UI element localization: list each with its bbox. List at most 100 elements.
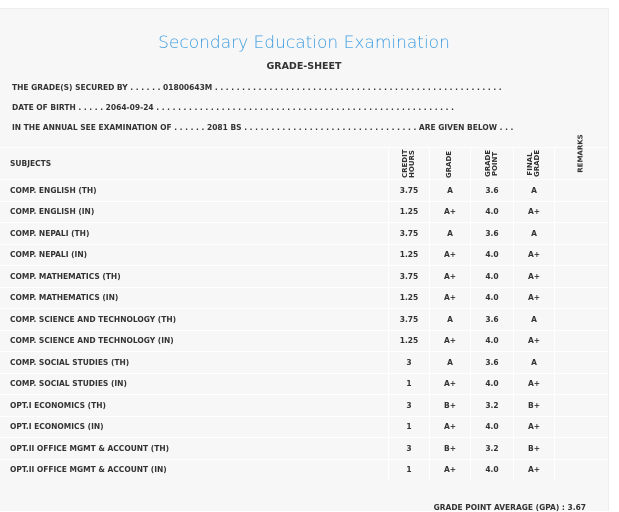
cell-credit-hours: 3 bbox=[388, 394, 430, 416]
cell-remarks bbox=[554, 372, 608, 395]
cell-grade-point: 4.0 bbox=[470, 200, 514, 223]
cell-final-grade: A+ bbox=[513, 329, 555, 352]
cell-grade-point: 4.0 bbox=[470, 265, 514, 287]
cell-credit-hours: 3.75 bbox=[388, 222, 430, 244]
cell-subject: COMP. MATHEMATICS (IN) bbox=[0, 286, 389, 309]
cell-credit-hours: 1.25 bbox=[388, 200, 430, 223]
cell-grade: B+ bbox=[429, 437, 471, 459]
cell-credit-hours: 1 bbox=[388, 415, 430, 438]
dob-line: DATE OF BIRTH . . . . . 2064-09-24 . . .… bbox=[12, 103, 454, 112]
cell-grade-point: 4.0 bbox=[470, 329, 514, 352]
cell-credit-hours: 1 bbox=[388, 458, 430, 480]
header-credit-hours: CREDIT HOURS bbox=[401, 149, 416, 178]
table-row: OPT.I ECONOMICS (TH) 3 B+ 3.2 B+ bbox=[0, 394, 608, 416]
cell-grade: A+ bbox=[429, 415, 471, 438]
cell-grade-point: 4.0 bbox=[470, 243, 514, 266]
cell-final-grade: A+ bbox=[513, 200, 555, 223]
header-final-grade: FINAL GRADE bbox=[526, 149, 541, 177]
cell-credit-hours: 1.25 bbox=[388, 286, 430, 309]
header-remarks: REMARKS bbox=[576, 134, 585, 173]
cell-grade: A+ bbox=[429, 265, 471, 287]
cell-remarks bbox=[554, 200, 608, 223]
cell-grade-point: 3.2 bbox=[470, 437, 514, 459]
cell-subject: OPT.I ECONOMICS (TH) bbox=[0, 394, 389, 416]
cell-grade-point: 4.0 bbox=[470, 458, 514, 480]
cell-credit-hours: 3 bbox=[388, 437, 430, 459]
cell-grade: A bbox=[429, 351, 471, 373]
cell-credit-hours: 1.25 bbox=[388, 243, 430, 266]
cell-final-grade: A+ bbox=[513, 265, 555, 287]
table-row: COMP. ENGLISH (IN) 1.25 A+ 4.0 A+ bbox=[0, 200, 608, 223]
cell-credit-hours: 3.75 bbox=[388, 308, 430, 330]
cell-remarks bbox=[554, 415, 608, 438]
table-row: OPT.I ECONOMICS (IN) 1 A+ 4.0 A+ bbox=[0, 415, 608, 438]
cell-remarks bbox=[554, 394, 608, 416]
cell-subject: OPT.II OFFICE MGMT & ACCOUNT (IN) bbox=[0, 458, 389, 480]
table-header: SUBJECTS CREDIT HOURS GRADE GRADE POINT … bbox=[0, 134, 608, 180]
cell-grade: A+ bbox=[429, 286, 471, 309]
cell-remarks bbox=[554, 308, 608, 330]
table-row: COMP. NEPALI (TH) 3.75 A 3.6 A bbox=[0, 222, 608, 244]
cell-grade-point: 4.0 bbox=[470, 372, 514, 395]
table-row: COMP. ENGLISH (TH) 3.75 A 3.6 A bbox=[0, 179, 608, 201]
table-row: COMP. MATHEMATICS (IN) 1.25 A+ 4.0 A+ bbox=[0, 286, 608, 309]
table-row: OPT.II OFFICE MGMT & ACCOUNT (TH) 3 B+ 3.2 B… bbox=[0, 437, 608, 459]
cell-grade: A+ bbox=[429, 458, 471, 480]
cell-grade: A bbox=[429, 179, 471, 201]
table-row: OPT.II OFFICE MGMT & ACCOUNT (IN) 1 A+ 4.0 A… bbox=[0, 458, 608, 480]
cell-grade: A+ bbox=[429, 329, 471, 352]
cell-remarks bbox=[554, 265, 608, 287]
cell-subject: COMP. NEPALI (TH) bbox=[0, 222, 389, 244]
cell-subject: COMP. MATHEMATICS (TH) bbox=[0, 265, 389, 287]
cell-remarks bbox=[554, 329, 608, 352]
cell-remarks bbox=[554, 437, 608, 459]
cell-grade-point: 3.6 bbox=[470, 179, 514, 201]
cell-final-grade: A+ bbox=[513, 286, 555, 309]
table-row: COMP. SCIENCE AND TECHNOLOGY (TH) 3.75 A 3.… bbox=[0, 308, 608, 330]
cell-remarks bbox=[554, 179, 608, 201]
page-subtitle: GRADE-SHEET bbox=[266, 61, 342, 72]
cell-credit-hours: 1 bbox=[388, 372, 430, 395]
table-row: COMP. NEPALI (IN) 1.25 A+ 4.0 A+ bbox=[0, 243, 608, 266]
cell-subject: OPT.I ECONOMICS (IN) bbox=[0, 415, 389, 438]
header-grade-point: GRADE POINT bbox=[484, 149, 499, 177]
cell-subject: COMP. NEPALI (IN) bbox=[0, 243, 389, 266]
cell-grade-point: 3.2 bbox=[470, 394, 514, 416]
cell-final-grade: B+ bbox=[513, 394, 555, 416]
cell-final-grade: A bbox=[513, 179, 555, 201]
cell-final-grade: A+ bbox=[513, 372, 555, 395]
cell-subject: COMP. SCIENCE AND TECHNOLOGY (IN) bbox=[0, 329, 389, 352]
grades-table: SUBJECTS CREDIT HOURS GRADE GRADE POINT … bbox=[0, 134, 608, 480]
cell-remarks bbox=[554, 458, 608, 480]
cell-credit-hours: 3.75 bbox=[388, 179, 430, 201]
cell-remarks bbox=[554, 222, 608, 244]
cell-grade: A+ bbox=[429, 372, 471, 395]
cell-credit-hours: 1.25 bbox=[388, 329, 430, 352]
cell-remarks bbox=[554, 351, 608, 373]
cell-credit-hours: 3 bbox=[388, 351, 430, 373]
cell-final-grade: A bbox=[513, 222, 555, 244]
cell-final-grade: A+ bbox=[513, 458, 555, 480]
cell-remarks bbox=[554, 286, 608, 309]
cell-grade-point: 3.6 bbox=[470, 351, 514, 373]
table-row: COMP. SOCIAL STUDIES (TH) 3 A 3.6 A bbox=[0, 351, 608, 373]
header-grade: GRADE bbox=[445, 150, 454, 179]
exam-line: IN THE ANNUAL SEE EXAMINATION OF . . . .… bbox=[12, 123, 514, 132]
table-row: COMP. SCIENCE AND TECHNOLOGY (IN) 1.25 A+ 4… bbox=[0, 329, 608, 352]
table-row: COMP. MATHEMATICS (TH) 3.75 A+ 4.0 A+ bbox=[0, 265, 608, 287]
grade-sheet-panel: Secondary Education Examination GRADE-SH… bbox=[0, 8, 609, 512]
cell-credit-hours: 3.75 bbox=[388, 265, 430, 287]
cell-final-grade: A+ bbox=[513, 415, 555, 438]
cell-subject: COMP. SOCIAL STUDIES (IN) bbox=[0, 372, 389, 395]
cell-remarks bbox=[554, 243, 608, 266]
cell-grade-point: 3.6 bbox=[470, 222, 514, 244]
cell-grade-point: 4.0 bbox=[470, 286, 514, 309]
cell-subject: OPT.II OFFICE MGMT & ACCOUNT (TH) bbox=[0, 437, 389, 459]
cell-subject: COMP. ENGLISH (TH) bbox=[0, 179, 389, 201]
cell-final-grade: B+ bbox=[513, 437, 555, 459]
table-row: COMP. SOCIAL STUDIES (IN) 1 A+ 4.0 A+ bbox=[0, 372, 608, 395]
cell-subject: COMP. ENGLISH (IN) bbox=[0, 200, 389, 223]
cell-subject: COMP. SCIENCE AND TECHNOLOGY (TH) bbox=[0, 308, 389, 330]
page-title: Secondary Education Examination bbox=[158, 33, 450, 53]
cell-grade: A+ bbox=[429, 243, 471, 266]
